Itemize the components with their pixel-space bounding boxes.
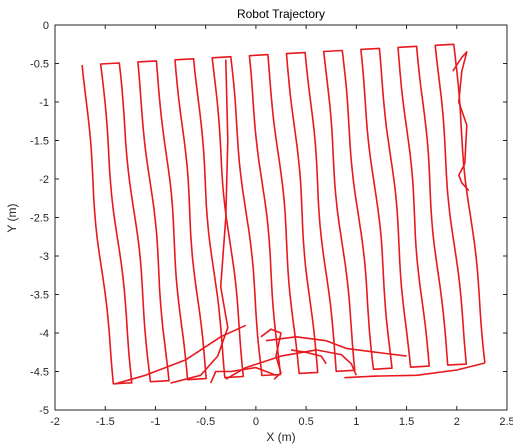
y-tick-label: -2.5 xyxy=(30,213,49,225)
x-tick-label: 1 xyxy=(353,416,359,428)
trajectory-segment xyxy=(265,336,407,357)
trajectory-segment xyxy=(209,366,277,384)
y-tick-label: -4.5 xyxy=(30,367,49,379)
trajectory-segment xyxy=(452,51,468,164)
x-tick-label: 0 xyxy=(253,416,259,428)
x-axis-label: X (m) xyxy=(266,430,295,444)
trajectory-segment xyxy=(458,163,470,192)
chart-title: Robot Trajectory xyxy=(237,7,325,21)
axis-ticks: -2 -1.5 -1 -0.5 0 0.5 1 1.5 2 2.5 0 -0.5 -1 -1.5 -2 -2.… xyxy=(30,20,513,428)
y-tick-label: -3 xyxy=(39,251,49,263)
trajectory-segment xyxy=(225,349,358,380)
x-tick-label: -1 xyxy=(151,416,161,428)
y-tick-label: -3.5 xyxy=(30,290,49,302)
y-tick-label: -0.5 xyxy=(30,59,49,71)
trajectory-segment xyxy=(290,349,327,365)
x-tick-label: 2.5 xyxy=(499,416,513,428)
trajectory-segment xyxy=(344,362,486,379)
y-tick-label: -1 xyxy=(39,97,49,109)
trajectory-segment xyxy=(115,324,247,385)
y-tick-label: -4 xyxy=(39,328,49,340)
trajectory-segment xyxy=(260,328,282,380)
y-tick-label: -2 xyxy=(39,174,49,186)
plot-area xyxy=(81,43,486,385)
trajectory-line xyxy=(81,43,486,385)
x-tick-label: -2 xyxy=(50,416,60,428)
trajectory-segment xyxy=(170,59,229,384)
x-tick-label: -0.5 xyxy=(196,416,215,428)
y-tick-label: 0 xyxy=(43,20,49,32)
x-tick-label: 0.5 xyxy=(298,416,313,428)
x-tick-label: 1.5 xyxy=(399,416,414,428)
y-tick-label: -5 xyxy=(39,405,49,417)
y-tick-label: -1.5 xyxy=(30,136,49,148)
x-tick-label: -1.5 xyxy=(96,416,115,428)
y-axis-label: Y (m) xyxy=(5,203,19,232)
x-tick-label: 2 xyxy=(454,416,460,428)
